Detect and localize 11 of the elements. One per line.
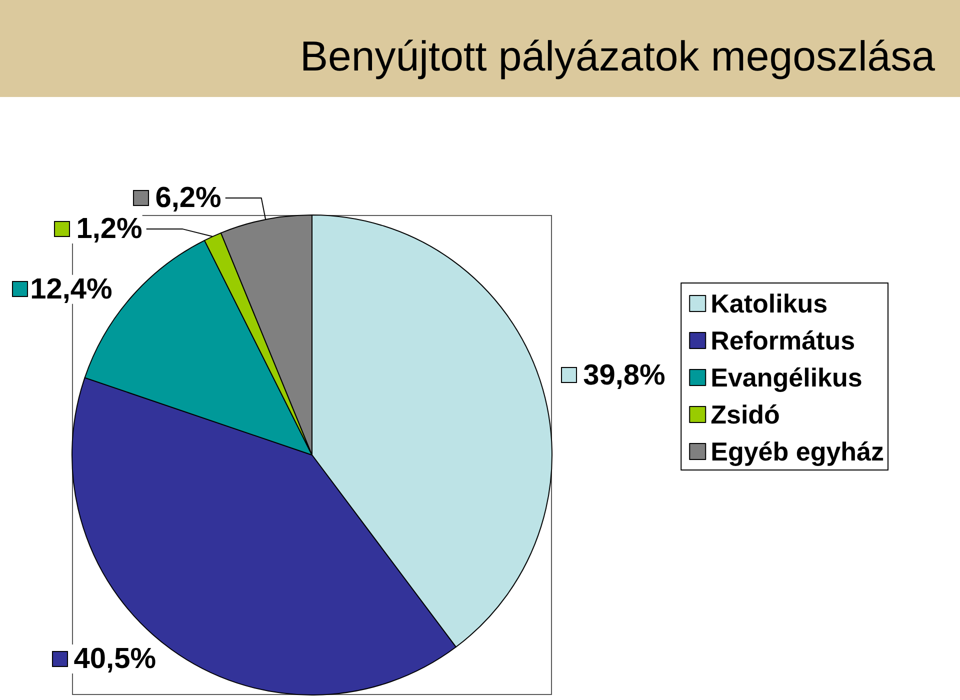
- legend-label: Katolikus: [710, 288, 828, 318]
- legend-label: Evangélikus: [710, 362, 862, 392]
- data-label: 12,4%: [30, 273, 113, 306]
- data-label: 39,8%: [583, 359, 666, 392]
- legend-label: Zsidó: [710, 400, 780, 430]
- data-label: 40,5%: [74, 642, 156, 675]
- legend-label: Református: [710, 326, 856, 356]
- chart-title: Benyújtott pályázatok megoszlása: [300, 32, 936, 80]
- data-label: 1,2%: [76, 212, 143, 245]
- data-label: 6,2%: [155, 182, 222, 214]
- legend-label: Egyéb egyház: [710, 436, 884, 466]
